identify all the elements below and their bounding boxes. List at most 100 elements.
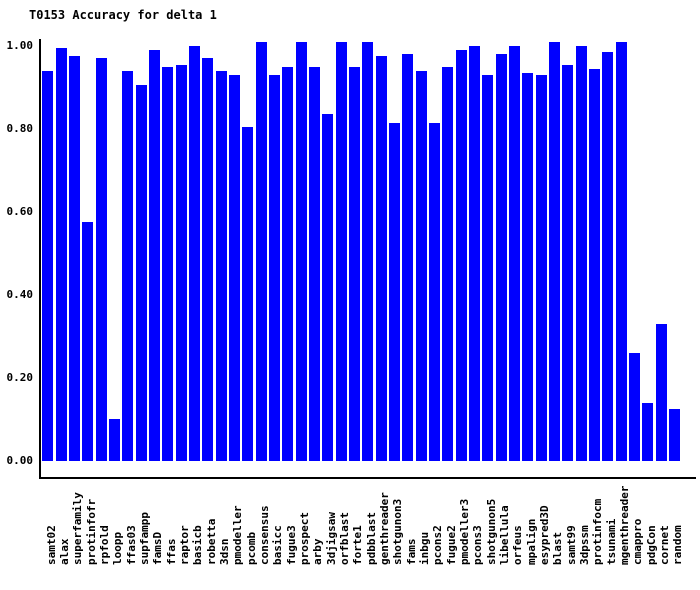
xlabel-prospect: prospect <box>297 512 311 565</box>
bar-pdbblast <box>362 42 374 461</box>
bar-basicb <box>188 46 200 461</box>
xlabel-fugue3: fugue3 <box>284 525 298 565</box>
bar-esypred3D <box>535 75 547 461</box>
xlabel-genthreader: genthreader <box>377 492 391 565</box>
bar-blast <box>548 42 560 461</box>
xlabel-rpfold: rpfold <box>97 525 111 565</box>
bar-protinfocm <box>588 69 600 461</box>
xlabel-shotgunon3: shotgunon3 <box>391 498 405 565</box>
bar-superfamily <box>68 56 80 461</box>
ytick-1.00: 1.00 <box>6 39 34 52</box>
bar-fugue3 <box>282 67 294 461</box>
xlabel-basicc: basicc <box>271 525 285 565</box>
bar-cornet <box>655 324 667 461</box>
bar-pmodeller3 <box>455 50 467 461</box>
bar-orfblast <box>335 42 347 461</box>
ytick-0.00: 0.00 <box>6 454 34 467</box>
chart-title: T0153 Accuracy for delta 1 <box>29 8 217 22</box>
xlabel-superfamily: superfamily <box>71 492 85 565</box>
xlabel-arby: arby <box>311 538 325 566</box>
xlabel-consensus: consensus <box>257 505 271 565</box>
bar-protinfofr <box>82 222 94 461</box>
ytick-0.80: 0.80 <box>6 122 34 135</box>
x-axis-line <box>39 477 696 479</box>
bar-consensus <box>255 42 267 461</box>
xlabel-blast: blast <box>551 531 565 565</box>
xlabel-mpalign: mpalign <box>524 518 538 565</box>
xlabel-inbgu: inbgu <box>417 531 431 565</box>
bar-arby <box>308 67 320 461</box>
xlabel-basicb: basicb <box>191 525 205 565</box>
bar-basicc <box>268 75 280 461</box>
bar-cmappro <box>628 353 640 461</box>
xlabel-robetta: robetta <box>204 518 218 565</box>
xlabel-samt02: samt02 <box>44 525 58 565</box>
ytick-0.20: 0.20 <box>6 371 34 384</box>
xlabel-loopp: loopp <box>111 531 125 565</box>
xlabel-mgenthreader: mgenthreader <box>617 485 631 565</box>
xlabel-tsunami: tsunami <box>604 518 618 565</box>
xlabel-orfblast: orfblast <box>337 512 351 565</box>
xlabel-cornet: cornet <box>657 525 671 565</box>
ytick-0.60: 0.60 <box>6 205 34 218</box>
bar-random <box>668 409 680 461</box>
xlabel-pcons2: pcons2 <box>431 525 445 565</box>
xlabel-pcomb: pcomb <box>244 531 258 565</box>
xlabel-pdbblast: pdbblast <box>364 512 378 565</box>
xlabel-libellula: libellula <box>497 505 511 565</box>
bar-pcomb <box>242 127 254 461</box>
xlabel-3dpssm: 3dpssm <box>577 525 591 565</box>
xlabel-pmodeller3: pmodeller3 <box>457 498 471 565</box>
bar-genthreader <box>375 56 387 461</box>
bar-alax <box>55 48 67 461</box>
xlabel-famsD: famsD <box>151 531 165 565</box>
xlabel-ffas03: ffas03 <box>124 525 138 565</box>
bar-robetta <box>202 58 214 461</box>
bar-3dpssm <box>575 46 587 461</box>
xlabel-protinfofr: protinfofr <box>84 498 98 565</box>
bar-fugue2 <box>442 67 454 461</box>
bar-fams <box>402 54 414 461</box>
y-axis-line <box>39 39 41 479</box>
bar-rpfold <box>95 58 107 461</box>
bar-shotgunon5 <box>482 75 494 461</box>
bar-forte1 <box>348 67 360 461</box>
xlabel-pmodeller: pmodeller <box>231 505 245 565</box>
xlabel-fams: fams <box>404 538 418 566</box>
bar-inbgu <box>415 71 427 461</box>
xlabel-pcons3: pcons3 <box>471 525 485 565</box>
xlabel-3dsn: 3dsn <box>217 538 231 566</box>
xlabel-ffas: ffas <box>164 538 178 566</box>
bar-ffas03 <box>122 71 134 461</box>
bar-ffas <box>162 67 174 461</box>
xlabel-fugue2: fugue2 <box>444 525 458 565</box>
bar-tsunami <box>602 52 614 461</box>
xlabel-raptor: raptor <box>177 525 191 565</box>
bar-prospect <box>295 42 307 461</box>
xlabel-samt99: samt99 <box>564 525 578 565</box>
xlabel-pdgCon: pdgCon <box>644 525 658 565</box>
xlabel-forte1: forte1 <box>351 525 365 565</box>
xlabel-shotgunon5: shotgunon5 <box>484 498 498 565</box>
bar-famsD <box>148 50 160 461</box>
bar-mpalign <box>522 73 534 461</box>
bar-libellula <box>495 54 507 461</box>
bar-orfeus <box>508 46 520 461</box>
bar-3djigsaw <box>322 114 334 461</box>
xlabel-protinfocm: protinfocm <box>591 498 605 565</box>
bar-samt99 <box>562 65 574 461</box>
bar-loopp <box>108 419 120 461</box>
xlabel-random: random <box>671 525 685 565</box>
xlabel-cmappro: cmappro <box>631 518 645 565</box>
xlabel-alax: alax <box>57 538 71 566</box>
xlabel-orfeus: orfeus <box>511 525 525 565</box>
xlabel-3djigsaw: 3djigsaw <box>324 512 338 565</box>
bar-mgenthreader <box>615 42 627 461</box>
bar-shotgunon3 <box>388 123 400 461</box>
bar-pcons3 <box>468 46 480 461</box>
bar-supfampp <box>135 85 147 461</box>
bar-samt02 <box>42 71 54 461</box>
xlabel-supfampp: supfampp <box>137 512 151 565</box>
bar-3dsn <box>215 71 227 461</box>
